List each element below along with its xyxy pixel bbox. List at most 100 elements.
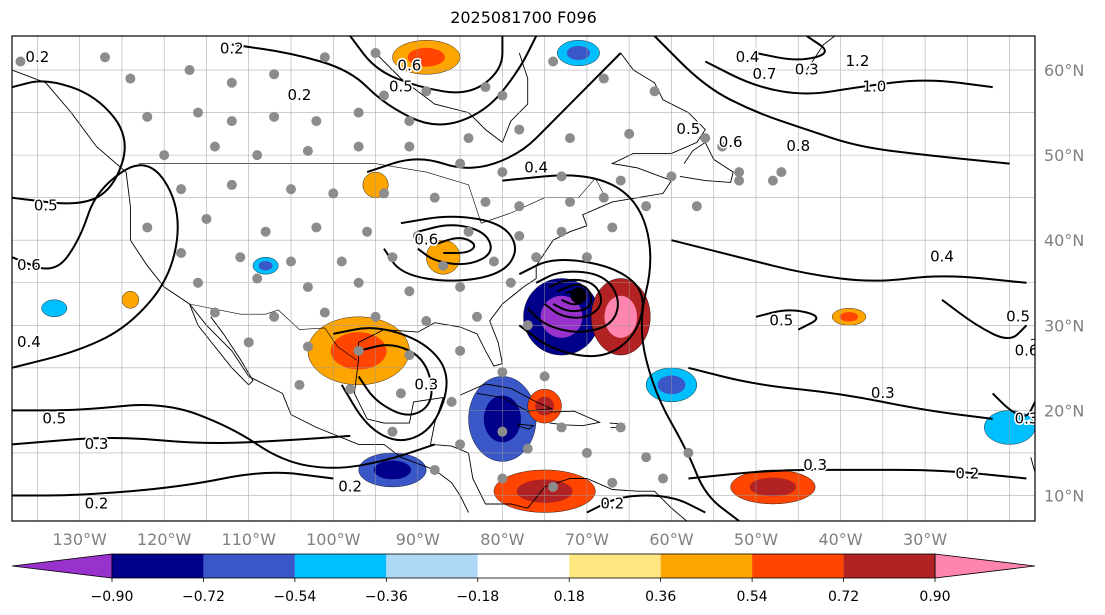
station-dot xyxy=(142,111,153,122)
station-dot xyxy=(522,320,533,331)
storm-center xyxy=(570,287,587,304)
contour-label: 0.2 xyxy=(288,86,312,104)
contour-label: 0.2 xyxy=(85,494,109,512)
colorbar-over-triangle xyxy=(934,553,1036,579)
station-dot xyxy=(412,230,423,241)
colorbar-segment xyxy=(112,554,204,578)
station-dot xyxy=(556,171,567,182)
station-dot xyxy=(286,256,296,267)
station-dot xyxy=(649,86,660,97)
station-dot xyxy=(404,350,415,361)
station-dot xyxy=(201,213,212,224)
colorbar-tick-label: −0.36 xyxy=(365,589,408,605)
station-dot xyxy=(531,252,542,263)
contour-line xyxy=(518,259,644,358)
station-dot xyxy=(353,141,364,152)
contour-label: 0.7 xyxy=(753,65,777,83)
colorbar-tick-labels: −0.90 −0.72 −0.54 −0.36 −0.18 0.18 0.36 0.54 0.7… xyxy=(91,578,951,605)
station-dot xyxy=(480,82,491,93)
lat-tick-label: 30°N xyxy=(1044,316,1084,335)
station-dot xyxy=(455,439,466,450)
station-dot xyxy=(260,226,271,237)
station-dot xyxy=(311,116,322,127)
contour-label: 0.5 xyxy=(769,312,793,330)
station-dot xyxy=(184,65,195,76)
colorbar-segment xyxy=(660,554,753,578)
coastline xyxy=(679,141,734,183)
contour-line xyxy=(417,224,492,266)
station-dot xyxy=(379,90,389,101)
station-dot xyxy=(193,107,203,118)
station-dot xyxy=(176,184,187,195)
station-dot xyxy=(497,367,508,378)
coastline xyxy=(1034,375,1035,402)
station-dot xyxy=(514,201,525,212)
storm-center-marker xyxy=(570,287,587,304)
lat-tick-label: 40°N xyxy=(1044,231,1084,250)
station-dot xyxy=(421,86,432,97)
station-dot xyxy=(607,222,618,233)
station-dot xyxy=(598,73,609,84)
lon-tick-label: 110°W xyxy=(222,530,277,549)
station-dot xyxy=(370,48,381,59)
contour-label: 0.5 xyxy=(34,197,58,215)
station-dot xyxy=(734,175,745,186)
station-dot xyxy=(455,282,466,293)
contour-line xyxy=(12,471,334,497)
colorbar-tick-label: 0.72 xyxy=(828,589,859,605)
contour-line xyxy=(653,36,1010,165)
station-dot xyxy=(700,133,711,144)
contour-line xyxy=(12,80,126,205)
colorbar-tick-label: −0.18 xyxy=(456,589,499,605)
shading-core xyxy=(566,45,591,61)
lon-tick-label: 100°W xyxy=(306,530,361,549)
contour-line xyxy=(434,237,476,254)
contour-line xyxy=(366,52,622,174)
colorbar-segment xyxy=(294,554,387,578)
shading-core xyxy=(604,295,638,338)
station-dot xyxy=(556,226,567,237)
colorbar-segment xyxy=(203,554,295,578)
station-dot xyxy=(565,196,575,207)
colorbar-tick-label: 0.90 xyxy=(919,589,950,605)
station-dot xyxy=(691,201,702,212)
colorbar-tick-label: 0.36 xyxy=(645,589,676,605)
station-dot xyxy=(514,124,525,135)
station-dot xyxy=(404,286,415,297)
lon-tick-label: 40°W xyxy=(818,530,862,549)
station-dot xyxy=(472,311,482,322)
coastline xyxy=(459,383,554,412)
station-dot xyxy=(429,192,440,203)
station-dot xyxy=(387,426,398,437)
contour-label: 0.2 xyxy=(600,494,624,512)
coastline xyxy=(1030,457,1035,475)
station-dot xyxy=(269,111,280,122)
station-dot xyxy=(514,230,525,241)
station-dot xyxy=(505,277,516,288)
colorbar-tick-label: 0.54 xyxy=(737,589,768,605)
station-dot xyxy=(235,252,246,263)
station-dot xyxy=(176,247,187,258)
contour-label: 0.8 xyxy=(786,137,810,155)
station-dot xyxy=(370,311,381,322)
station-dot xyxy=(100,52,110,63)
coastline xyxy=(806,36,836,71)
station-dot xyxy=(226,77,237,88)
station-dot xyxy=(488,256,499,267)
contour-line xyxy=(991,392,1035,418)
station-dot xyxy=(209,307,220,318)
contour-lines xyxy=(12,36,1035,521)
station-dot xyxy=(438,260,449,271)
shading-blob xyxy=(41,299,68,317)
colorbar-segment xyxy=(477,554,570,578)
contour-line xyxy=(502,174,740,521)
station-dot xyxy=(463,226,474,237)
station-dot xyxy=(641,452,652,463)
station-dot xyxy=(581,447,592,458)
contour-line xyxy=(688,468,1027,480)
station-dot xyxy=(497,426,508,437)
map-title: 2025081700 F096 xyxy=(450,8,597,27)
lon-tick-label: 90°W xyxy=(396,530,440,549)
contour-label: 0.3 xyxy=(871,384,895,402)
station-dot xyxy=(311,222,322,233)
